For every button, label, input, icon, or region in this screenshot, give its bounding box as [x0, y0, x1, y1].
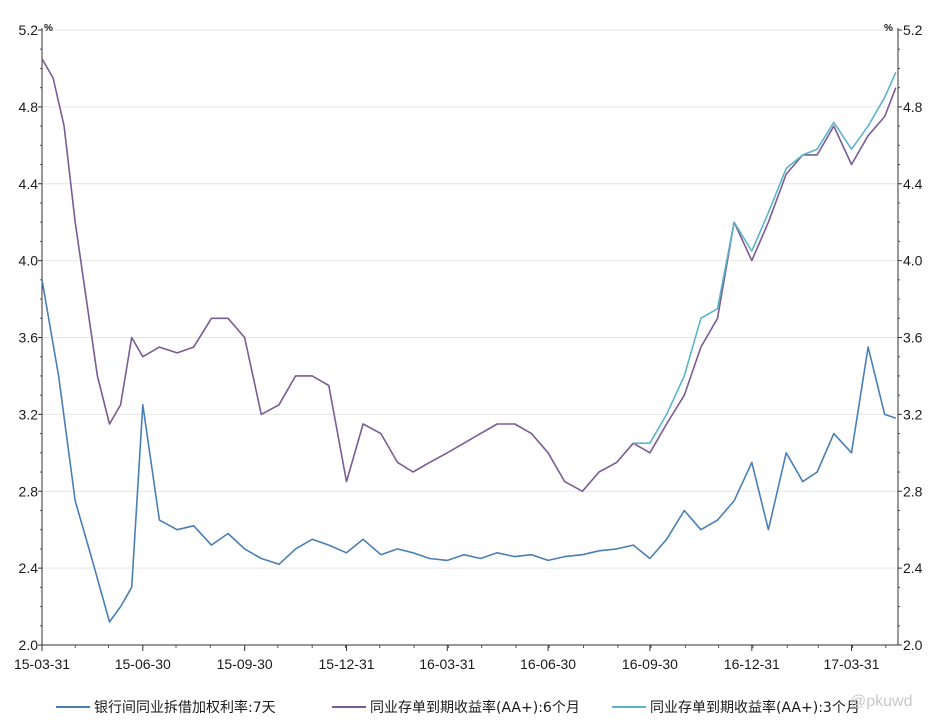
- x-tick-label: 15-12-31: [319, 656, 375, 672]
- y-tick-label-left: 4.4: [19, 176, 39, 192]
- y-tick-label-left: 2.4: [19, 560, 39, 576]
- x-tick-label: 16-09-30: [622, 656, 678, 672]
- y-tick-label-left: 5.2: [19, 22, 39, 38]
- y-tick-label-right: 2.4: [903, 560, 923, 576]
- y-tick-label-left: 2.0: [19, 637, 39, 653]
- y-unit-left: %: [44, 23, 53, 34]
- x-tick-label: 17-03-31: [823, 656, 879, 672]
- x-tick-label: 15-06-30: [115, 656, 171, 672]
- legend-label-3: 同业存单到期收益率(AA+):3个月: [650, 699, 860, 716]
- y-tick-label-left: 2.8: [19, 483, 39, 499]
- y-tick-label-right: 4.8: [903, 99, 923, 115]
- gridlines: [42, 29, 898, 646]
- y-tick-label-right: 3.6: [903, 330, 923, 346]
- y-tick-label-left: 3.6: [19, 330, 39, 346]
- y-tick-label-right: 4.0: [903, 253, 923, 269]
- legend-label-2: 同业存单到期收益率(AA+):6个月: [370, 699, 580, 716]
- x-tick-label: 15-03-31: [14, 656, 70, 672]
- x-tick-label: 16-06-30: [520, 656, 576, 672]
- legend-label-1: 银行间同业拆借加权利率:7天: [94, 699, 276, 716]
- watermark: @pkuwd: [850, 693, 913, 710]
- x-tick-label: 16-12-31: [724, 656, 780, 672]
- y-tick-label-left: 4.0: [19, 253, 39, 269]
- y-tick-label-right: 2.8: [903, 483, 923, 499]
- x-tick-label: 16-03-31: [419, 656, 475, 672]
- y-tick-label-left: 3.2: [19, 406, 39, 422]
- x-tick-label: 15-09-30: [217, 656, 273, 672]
- series-line-2: [41, 58, 897, 493]
- series-line-1: [41, 279, 897, 623]
- series-line-3: [633, 71, 897, 445]
- y-tick-label-right: 3.2: [903, 406, 923, 422]
- y-unit-right: %: [884, 23, 893, 34]
- series-lines: [41, 58, 897, 623]
- y-tick-label-right: 5.2: [903, 22, 923, 38]
- y-tick-label-left: 4.8: [19, 99, 39, 115]
- y-tick-label-right: 2.0: [903, 637, 923, 653]
- legend: 银行间同业拆借加权利率:7天 同业存单到期收益率(AA+):6个月 同业存单到期收益…: [56, 699, 860, 716]
- axes: 2.0 2.0 2.4 2.4 2.8 2.8 3.2 3.2 3.6 3.6 4.0 4.0 4.4 4…: [14, 22, 923, 672]
- y-tick-label-right: 4.4: [903, 176, 923, 192]
